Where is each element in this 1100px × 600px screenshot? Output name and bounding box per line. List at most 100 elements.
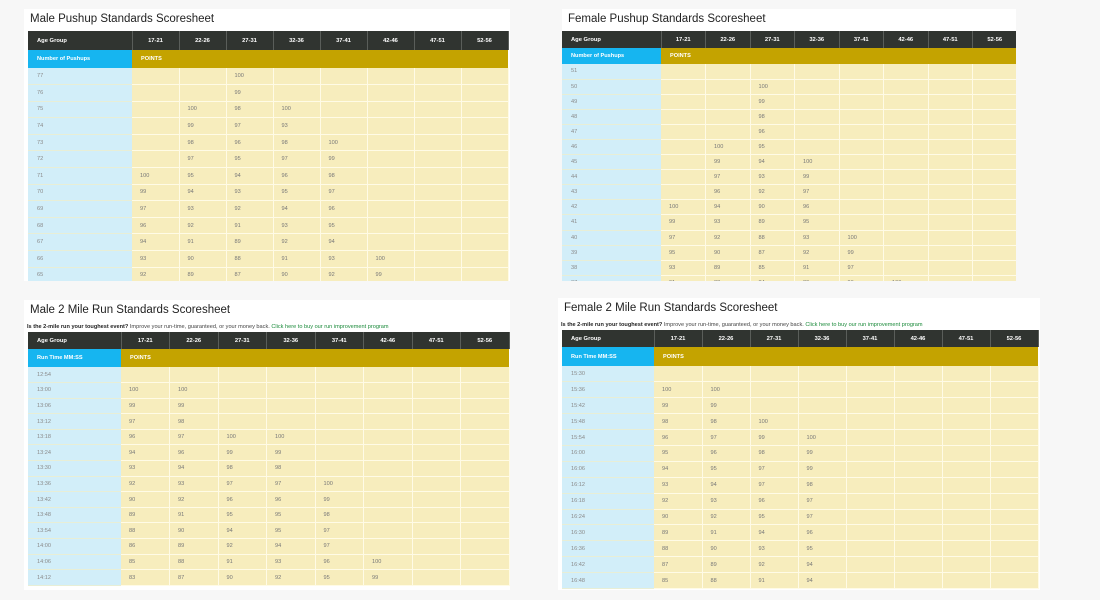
points-cell [460, 460, 510, 477]
age-column-header: 47-51 [412, 332, 461, 349]
points-cell: 91 [794, 260, 840, 276]
row-label-cell: 72 [28, 150, 132, 169]
table-row: 39 95 90 87 92 99 [562, 245, 1016, 261]
row-label-cell: 46 [562, 139, 661, 156]
points-cell: 97 [798, 509, 847, 526]
points-cell [412, 476, 461, 493]
points-cell [846, 461, 895, 478]
points-cell: 89 [654, 524, 703, 542]
row-label-cell: 37 [562, 275, 661, 281]
points-cell [894, 509, 943, 526]
points-cell: 92 [794, 245, 840, 261]
male-run-panel: Male 2 Mile Run Standards Scoresheet Is … [24, 300, 510, 590]
points-cell [794, 79, 840, 95]
points-header: POINTS [121, 349, 509, 367]
points-cell [942, 397, 991, 415]
points-cell [661, 184, 706, 201]
points-cell: 88 [705, 275, 751, 281]
points-cell [320, 117, 368, 135]
points-cell [972, 214, 1016, 231]
points-cell [894, 413, 943, 431]
points-cell: 97 [169, 429, 219, 446]
points-cell: 98 [169, 413, 219, 430]
points-cell [412, 507, 461, 524]
row-label-cell: 13:00 [28, 382, 121, 399]
points-cell [363, 460, 413, 477]
points-cell: 91 [273, 250, 321, 268]
table-row: 16:06 94 95 97 99 [562, 461, 1039, 478]
points-cell [894, 556, 943, 574]
male-pushup-panel: Male Pushup Standards Scoresheet Age Gro… [24, 9, 510, 281]
points-cell [654, 366, 703, 383]
points-cell: 85 [121, 554, 170, 571]
points-cell: 92 [273, 233, 321, 252]
points-cell: 95 [273, 184, 321, 202]
points-cell [846, 509, 895, 526]
points-cell: 94 [750, 524, 799, 542]
age-column-header: 17-21 [661, 31, 706, 48]
points-cell: 100 [320, 134, 368, 152]
points-cell [928, 79, 973, 95]
points-cell [972, 79, 1016, 95]
age-column-header: 37-41 [315, 332, 364, 349]
points-cell [661, 64, 706, 80]
points-cell [990, 524, 1039, 542]
points-cell [846, 381, 895, 399]
points-cell [839, 139, 884, 156]
points-cell: 92 [132, 267, 180, 281]
points-cell: 99 [320, 150, 368, 169]
points-cell: 100 [839, 230, 884, 246]
points-cell: 95 [750, 509, 799, 526]
points-cell: 97 [121, 413, 170, 430]
row-label-cell: 43 [562, 184, 661, 201]
points-cell [846, 413, 895, 431]
points-cell [412, 367, 461, 384]
table-row: 16:36 88 90 93 95 [562, 540, 1039, 558]
points-cell [661, 139, 706, 156]
row-label-cell: 71 [28, 167, 132, 185]
points-cell: 89 [169, 538, 219, 555]
points-cell [839, 124, 884, 140]
points-cell [414, 167, 462, 185]
table-row: 73 98 96 98 100 [28, 134, 509, 152]
points-cell [218, 382, 267, 399]
points-cell: 99 [179, 117, 227, 135]
points-cell [132, 117, 180, 135]
points-cell [928, 124, 973, 140]
points-cell: 99 [169, 398, 219, 415]
points-cell [460, 429, 510, 446]
points-cell: 95 [179, 167, 227, 185]
points-cell [839, 199, 884, 216]
points-cell: 94 [273, 200, 321, 218]
run-program-link[interactable]: Click here to buy our run improvement pr… [805, 322, 923, 328]
points-cell [460, 538, 510, 555]
points-cell: 96 [654, 429, 703, 446]
points-cell [414, 200, 462, 218]
points-cell: 94 [179, 184, 227, 202]
points-cell [990, 397, 1039, 415]
run-program-link[interactable]: Click here to buy our run improvement pr… [271, 324, 389, 330]
table-row: 12:54 [28, 367, 510, 384]
table-row: 45 99 94 100 [562, 154, 1016, 171]
points-cell [461, 217, 509, 235]
points-cell: 96 [132, 217, 180, 235]
age-column-header: 22-26 [705, 31, 751, 48]
points-cell: 97 [798, 493, 847, 510]
points-header: POINTS [654, 347, 1038, 366]
row-label-cell: 13:36 [28, 476, 121, 493]
points-cell: 100 [266, 429, 316, 446]
points-cell [942, 461, 991, 478]
points-cell [363, 382, 413, 399]
row-label-cell: 38 [562, 260, 661, 276]
points-cell [928, 154, 973, 171]
points-cell: 100 [121, 382, 170, 399]
points-cell [972, 109, 1016, 125]
points-cell: 90 [169, 522, 219, 540]
row-label-cell: 15:36 [562, 381, 654, 399]
scoresheet-table: Age Group 17-21 22-26 27-31 32-36 37-41 42-46 4… [28, 31, 510, 281]
points-cell [412, 413, 461, 430]
points-cell: 92 [750, 184, 795, 201]
points-cell: 92 [266, 569, 316, 586]
points-cell [794, 124, 840, 140]
points-cell [894, 381, 943, 399]
